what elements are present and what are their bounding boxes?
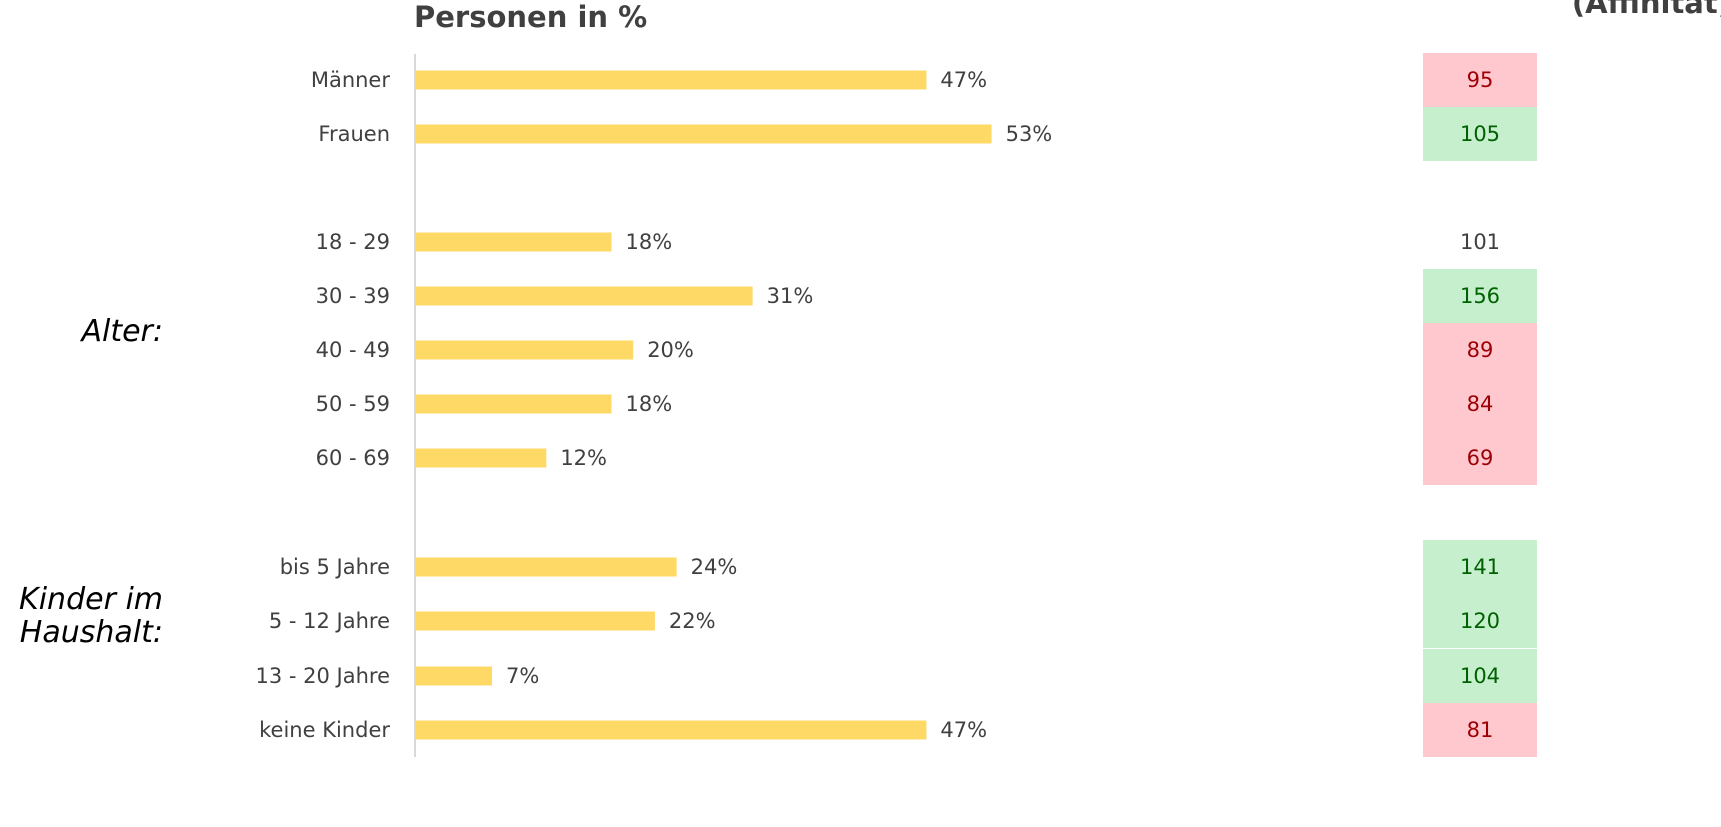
affinity-cell xyxy=(1423,649,1537,703)
affinity-cell xyxy=(1423,540,1537,594)
affinity-value: 105 xyxy=(1460,122,1500,146)
affinity-value: 69 xyxy=(1467,446,1494,470)
affinity-cell xyxy=(1423,269,1537,323)
bar xyxy=(416,666,493,686)
chart-title: Personen in % xyxy=(414,0,648,34)
value-label: 18% xyxy=(625,230,672,254)
bar xyxy=(416,340,634,360)
group-label-alter-text: Alter: xyxy=(81,314,163,349)
category-label: Frauen xyxy=(318,122,390,146)
category-label: bis 5 Jahre xyxy=(280,555,390,579)
affinity-cell xyxy=(1423,594,1537,648)
affinity-value: 141 xyxy=(1460,555,1500,579)
affinity-title: (Affinität) xyxy=(1571,0,1721,20)
bar xyxy=(416,611,655,631)
bar xyxy=(416,394,612,414)
category-label: 60 - 69 xyxy=(316,446,390,470)
affinity-cell xyxy=(1423,107,1537,161)
bar xyxy=(416,720,927,740)
affinity-cell xyxy=(1423,431,1537,485)
value-label: 12% xyxy=(560,446,607,470)
category-label: keine Kinder xyxy=(259,718,390,742)
value-label: 18% xyxy=(625,392,672,416)
affinity-value: 89 xyxy=(1467,338,1494,362)
affinity-cell xyxy=(1423,377,1537,431)
affinity-value: 120 xyxy=(1460,609,1500,633)
category-label: 50 - 59 xyxy=(316,392,390,416)
bar xyxy=(416,448,547,468)
bar xyxy=(416,557,677,577)
bar xyxy=(416,232,612,252)
group-label-kinder-line-2: Haushalt: xyxy=(19,615,163,650)
affinity-cell xyxy=(1423,53,1537,107)
category-label: Männer xyxy=(311,68,391,92)
affinity-cell xyxy=(1423,323,1537,377)
group-label-alter: Alter: xyxy=(81,315,163,348)
value-label: 47% xyxy=(940,718,987,742)
value-label: 31% xyxy=(767,284,814,308)
affinity-value: 101 xyxy=(1460,230,1500,254)
category-label: 30 - 39 xyxy=(316,284,390,308)
category-label: 13 - 20 Jahre xyxy=(255,664,390,688)
value-label: 22% xyxy=(669,609,716,633)
affinity-value: 84 xyxy=(1467,392,1494,416)
value-label: 7% xyxy=(506,664,539,688)
bar xyxy=(416,70,927,90)
value-label: 24% xyxy=(691,555,738,579)
category-label: 40 - 49 xyxy=(316,338,390,362)
category-label: 5 - 12 Jahre xyxy=(269,609,390,633)
category-label: 18 - 29 xyxy=(316,230,390,254)
affinity-value: 156 xyxy=(1460,284,1500,308)
group-label-kinder: Kinder im Haushalt: xyxy=(19,583,163,649)
value-label: 53% xyxy=(1006,122,1053,146)
bar xyxy=(416,286,753,306)
group-label-kinder-line-1: Kinder im xyxy=(19,582,163,617)
value-label: 20% xyxy=(647,338,694,362)
affinity-cell xyxy=(1423,703,1537,757)
bar xyxy=(416,124,992,144)
affinity-value: 95 xyxy=(1467,68,1494,92)
affinity-value: 81 xyxy=(1467,718,1494,742)
affinity-value: 104 xyxy=(1460,664,1500,688)
value-label: 47% xyxy=(940,68,987,92)
